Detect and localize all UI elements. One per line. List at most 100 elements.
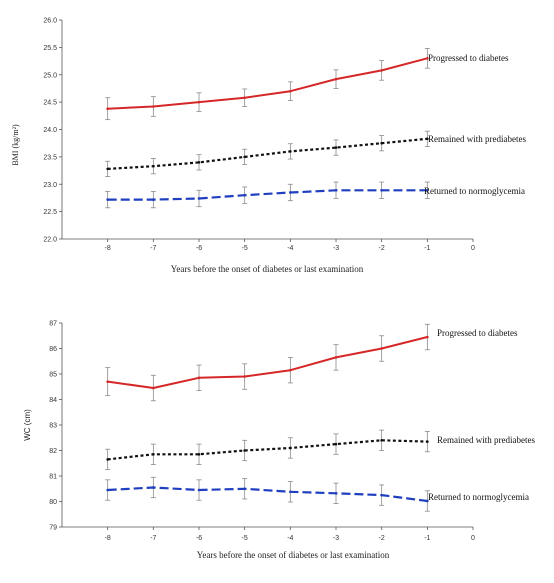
wc-y-axis-label: WC (cm) bbox=[23, 409, 32, 441]
wc-y-tick-label: 83 bbox=[49, 423, 57, 430]
bmi-label-prediabetes: Remained with prediabetes bbox=[428, 134, 526, 144]
bmi-point-prediabetes bbox=[380, 141, 383, 145]
wc-point-prediabetes bbox=[106, 458, 109, 461]
wc-label-normoglycemia: Returned to normoglycemia bbox=[428, 492, 529, 502]
bmi-series-normoglycemia bbox=[105, 181, 430, 209]
wc-point-normoglycemia bbox=[152, 486, 155, 489]
bmi-point-normoglycemia bbox=[289, 191, 292, 194]
bmi-x-tick-label: -3 bbox=[333, 245, 339, 252]
bmi-point-prediabetes bbox=[289, 150, 292, 153]
bmi-x-tick-label: -1 bbox=[424, 245, 430, 252]
wc-point-prediabetes bbox=[289, 446, 292, 450]
bmi-y-tick-label: 24.0 bbox=[43, 127, 57, 134]
wc-label-prediabetes: Remained with prediabetes bbox=[437, 435, 535, 445]
bmi-x-axis-label: Years before the onset of diabetes or la… bbox=[171, 264, 364, 274]
bmi-point-diabetes bbox=[334, 77, 338, 81]
bmi-x-tick-label: -2 bbox=[379, 245, 385, 252]
bmi-point-diabetes bbox=[426, 57, 429, 60]
bmi-y-ticks: 22.0 22.5 23.0 23.5 24.0 24.5 25.0 25.5 26.0 bbox=[43, 18, 62, 244]
wc-series bbox=[105, 323, 430, 512]
wc-point-prediabetes bbox=[380, 439, 383, 442]
wc-point-diabetes bbox=[289, 368, 292, 372]
bmi-point-diabetes bbox=[289, 89, 292, 93]
bmi-y-tick-label: 26.0 bbox=[43, 18, 57, 25]
bmi-line-normoglycemia bbox=[107, 189, 428, 201]
wc-x-tick-label: -1 bbox=[424, 535, 430, 542]
wc-x-tick-label: -3 bbox=[333, 535, 339, 542]
wc-chart: 79 80 81 82 83 84 85 86 87 -8 -7 -6 -5 -4 -3 -2 -1 0 WC … bbox=[23, 321, 535, 561]
wc-point-diabetes bbox=[426, 335, 429, 339]
bmi-point-normoglycemia bbox=[334, 188, 338, 192]
bmi-x-tick-label: -5 bbox=[242, 245, 248, 252]
bmi-x-tick-label: -8 bbox=[105, 245, 111, 252]
bmi-x-tick-label: -6 bbox=[196, 245, 202, 252]
wc-series-diabetes bbox=[105, 323, 430, 402]
wc-point-normoglycemia bbox=[426, 499, 429, 503]
wc-point-diabetes bbox=[243, 375, 246, 378]
wc-axes bbox=[61, 323, 473, 528]
bmi-y-tick-label: 22.5 bbox=[43, 209, 57, 216]
bmi-y-tick-label: 24.5 bbox=[43, 100, 57, 107]
bmi-label-diabetes: Progressed to diabetes bbox=[428, 53, 509, 63]
wc-line-normoglycemia bbox=[107, 486, 428, 503]
wc-point-diabetes bbox=[197, 376, 201, 380]
bmi-x-tick-label: 0 bbox=[471, 245, 475, 252]
wc-x-axis-label: Years before the onset of diabetes or la… bbox=[197, 550, 390, 560]
bmi-x-tick-label: -7 bbox=[150, 245, 156, 252]
bmi-point-prediabetes bbox=[152, 164, 155, 168]
bmi-y-tick-label: 22.0 bbox=[43, 237, 57, 244]
bmi-point-normoglycemia bbox=[106, 198, 109, 201]
wc-point-normoglycemia bbox=[334, 492, 338, 495]
wc-line-prediabetes bbox=[107, 439, 428, 461]
bmi-y-tick-label: 25.5 bbox=[43, 45, 57, 52]
bmi-series-prediabetes bbox=[105, 130, 430, 177]
wc-y-tick-label: 81 bbox=[49, 474, 57, 481]
wc-series-normoglycemia bbox=[105, 476, 430, 512]
bmi-x-ticks: -8 -7 -6 -5 -4 -3 -2 -1 0 bbox=[105, 239, 475, 252]
wc-point-normoglycemia bbox=[243, 487, 246, 491]
bmi-y-axis-label: BMI (kg/m²) bbox=[11, 124, 20, 166]
bmi-axes bbox=[61, 20, 473, 240]
wc-point-diabetes bbox=[334, 356, 338, 359]
wc-point-prediabetes bbox=[152, 453, 155, 456]
bmi-point-diabetes bbox=[243, 96, 246, 100]
bmi-point-diabetes bbox=[380, 69, 383, 72]
wc-y-tick-label: 87 bbox=[49, 321, 57, 328]
bmi-point-normoglycemia bbox=[197, 197, 201, 200]
bmi-point-prediabetes bbox=[426, 137, 429, 141]
bmi-point-diabetes bbox=[106, 107, 109, 110]
bmi-line-prediabetes bbox=[107, 137, 428, 170]
bmi-line-diabetes bbox=[107, 57, 428, 110]
bmi-chart: 22.022.523.023.524.024.525.025.526.0 -8-… bbox=[11, 18, 526, 275]
wc-y-tick-label: 80 bbox=[49, 499, 57, 506]
bmi-point-prediabetes bbox=[106, 167, 109, 171]
wc-x-tick-label: -4 bbox=[287, 535, 293, 542]
wc-series-prediabetes bbox=[105, 429, 430, 471]
wc-point-normoglycemia bbox=[289, 490, 292, 494]
bmi-point-normoglycemia bbox=[152, 198, 155, 201]
bmi-y-tick-label: 23.5 bbox=[43, 154, 57, 161]
bmi-x-tick-label: -4 bbox=[287, 245, 293, 252]
wc-point-prediabetes bbox=[334, 442, 338, 446]
wc-point-normoglycemia bbox=[380, 493, 383, 497]
wc-label-diabetes: Progressed to diabetes bbox=[437, 328, 518, 338]
wc-x-tick-label: -8 bbox=[105, 535, 111, 542]
bmi-y-tick-label: 25.0 bbox=[43, 72, 57, 79]
bmi-point-normoglycemia bbox=[243, 193, 246, 197]
bmi-point-prediabetes bbox=[243, 155, 246, 159]
bmi-point-prediabetes bbox=[197, 161, 201, 164]
wc-x-tick-label: -7 bbox=[150, 535, 156, 542]
bmi-point-normoglycemia bbox=[380, 188, 383, 192]
wc-x-tick-label: -5 bbox=[242, 535, 248, 542]
wc-y-tick-label: 85 bbox=[49, 372, 57, 379]
bmi-point-normoglycemia bbox=[426, 188, 429, 192]
wc-point-normoglycemia bbox=[106, 488, 109, 492]
wc-y-tick-label: 82 bbox=[49, 448, 57, 455]
wc-x-tick-label: -6 bbox=[196, 535, 202, 542]
wc-point-diabetes bbox=[106, 380, 109, 383]
bmi-series bbox=[105, 48, 430, 209]
wc-x-tick-label: 0 bbox=[471, 535, 475, 542]
wc-point-diabetes bbox=[152, 386, 155, 390]
wc-point-diabetes bbox=[380, 347, 383, 350]
